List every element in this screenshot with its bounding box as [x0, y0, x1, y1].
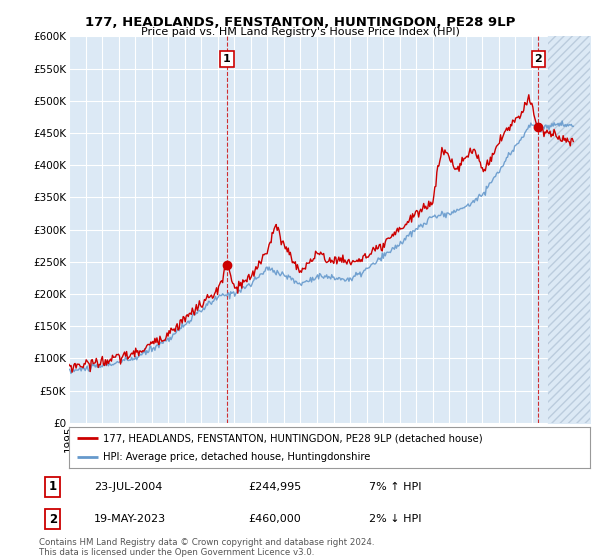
Text: 23-JUL-2004: 23-JUL-2004	[94, 482, 163, 492]
Text: 19-MAY-2023: 19-MAY-2023	[94, 514, 166, 524]
Text: £244,995: £244,995	[248, 482, 302, 492]
Text: £460,000: £460,000	[248, 514, 301, 524]
Bar	[548, 36, 590, 423]
Text: 177, HEADLANDS, FENSTANTON, HUNTINGDON, PE28 9LP: 177, HEADLANDS, FENSTANTON, HUNTINGDON, …	[85, 16, 515, 29]
Text: HPI: Average price, detached house, Huntingdonshire: HPI: Average price, detached house, Hunt…	[103, 452, 370, 461]
Text: 2: 2	[535, 54, 542, 64]
Text: 177, HEADLANDS, FENSTANTON, HUNTINGDON, PE28 9LP (detached house): 177, HEADLANDS, FENSTANTON, HUNTINGDON, …	[103, 433, 482, 443]
Text: Price paid vs. HM Land Registry's House Price Index (HPI): Price paid vs. HM Land Registry's House …	[140, 27, 460, 37]
Text: 1: 1	[223, 54, 231, 64]
Text: 2: 2	[49, 512, 57, 526]
Text: 1: 1	[49, 480, 57, 493]
Text: 2% ↓ HPI: 2% ↓ HPI	[370, 514, 422, 524]
Text: 7% ↑ HPI: 7% ↑ HPI	[370, 482, 422, 492]
Text: Contains HM Land Registry data © Crown copyright and database right 2024.
This d: Contains HM Land Registry data © Crown c…	[39, 538, 374, 557]
